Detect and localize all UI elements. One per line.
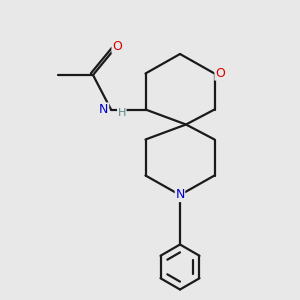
Text: N: N (175, 188, 185, 202)
Text: O: O (215, 67, 225, 80)
Text: O: O (112, 40, 122, 53)
Text: N: N (99, 103, 109, 116)
Text: H: H (118, 107, 126, 118)
